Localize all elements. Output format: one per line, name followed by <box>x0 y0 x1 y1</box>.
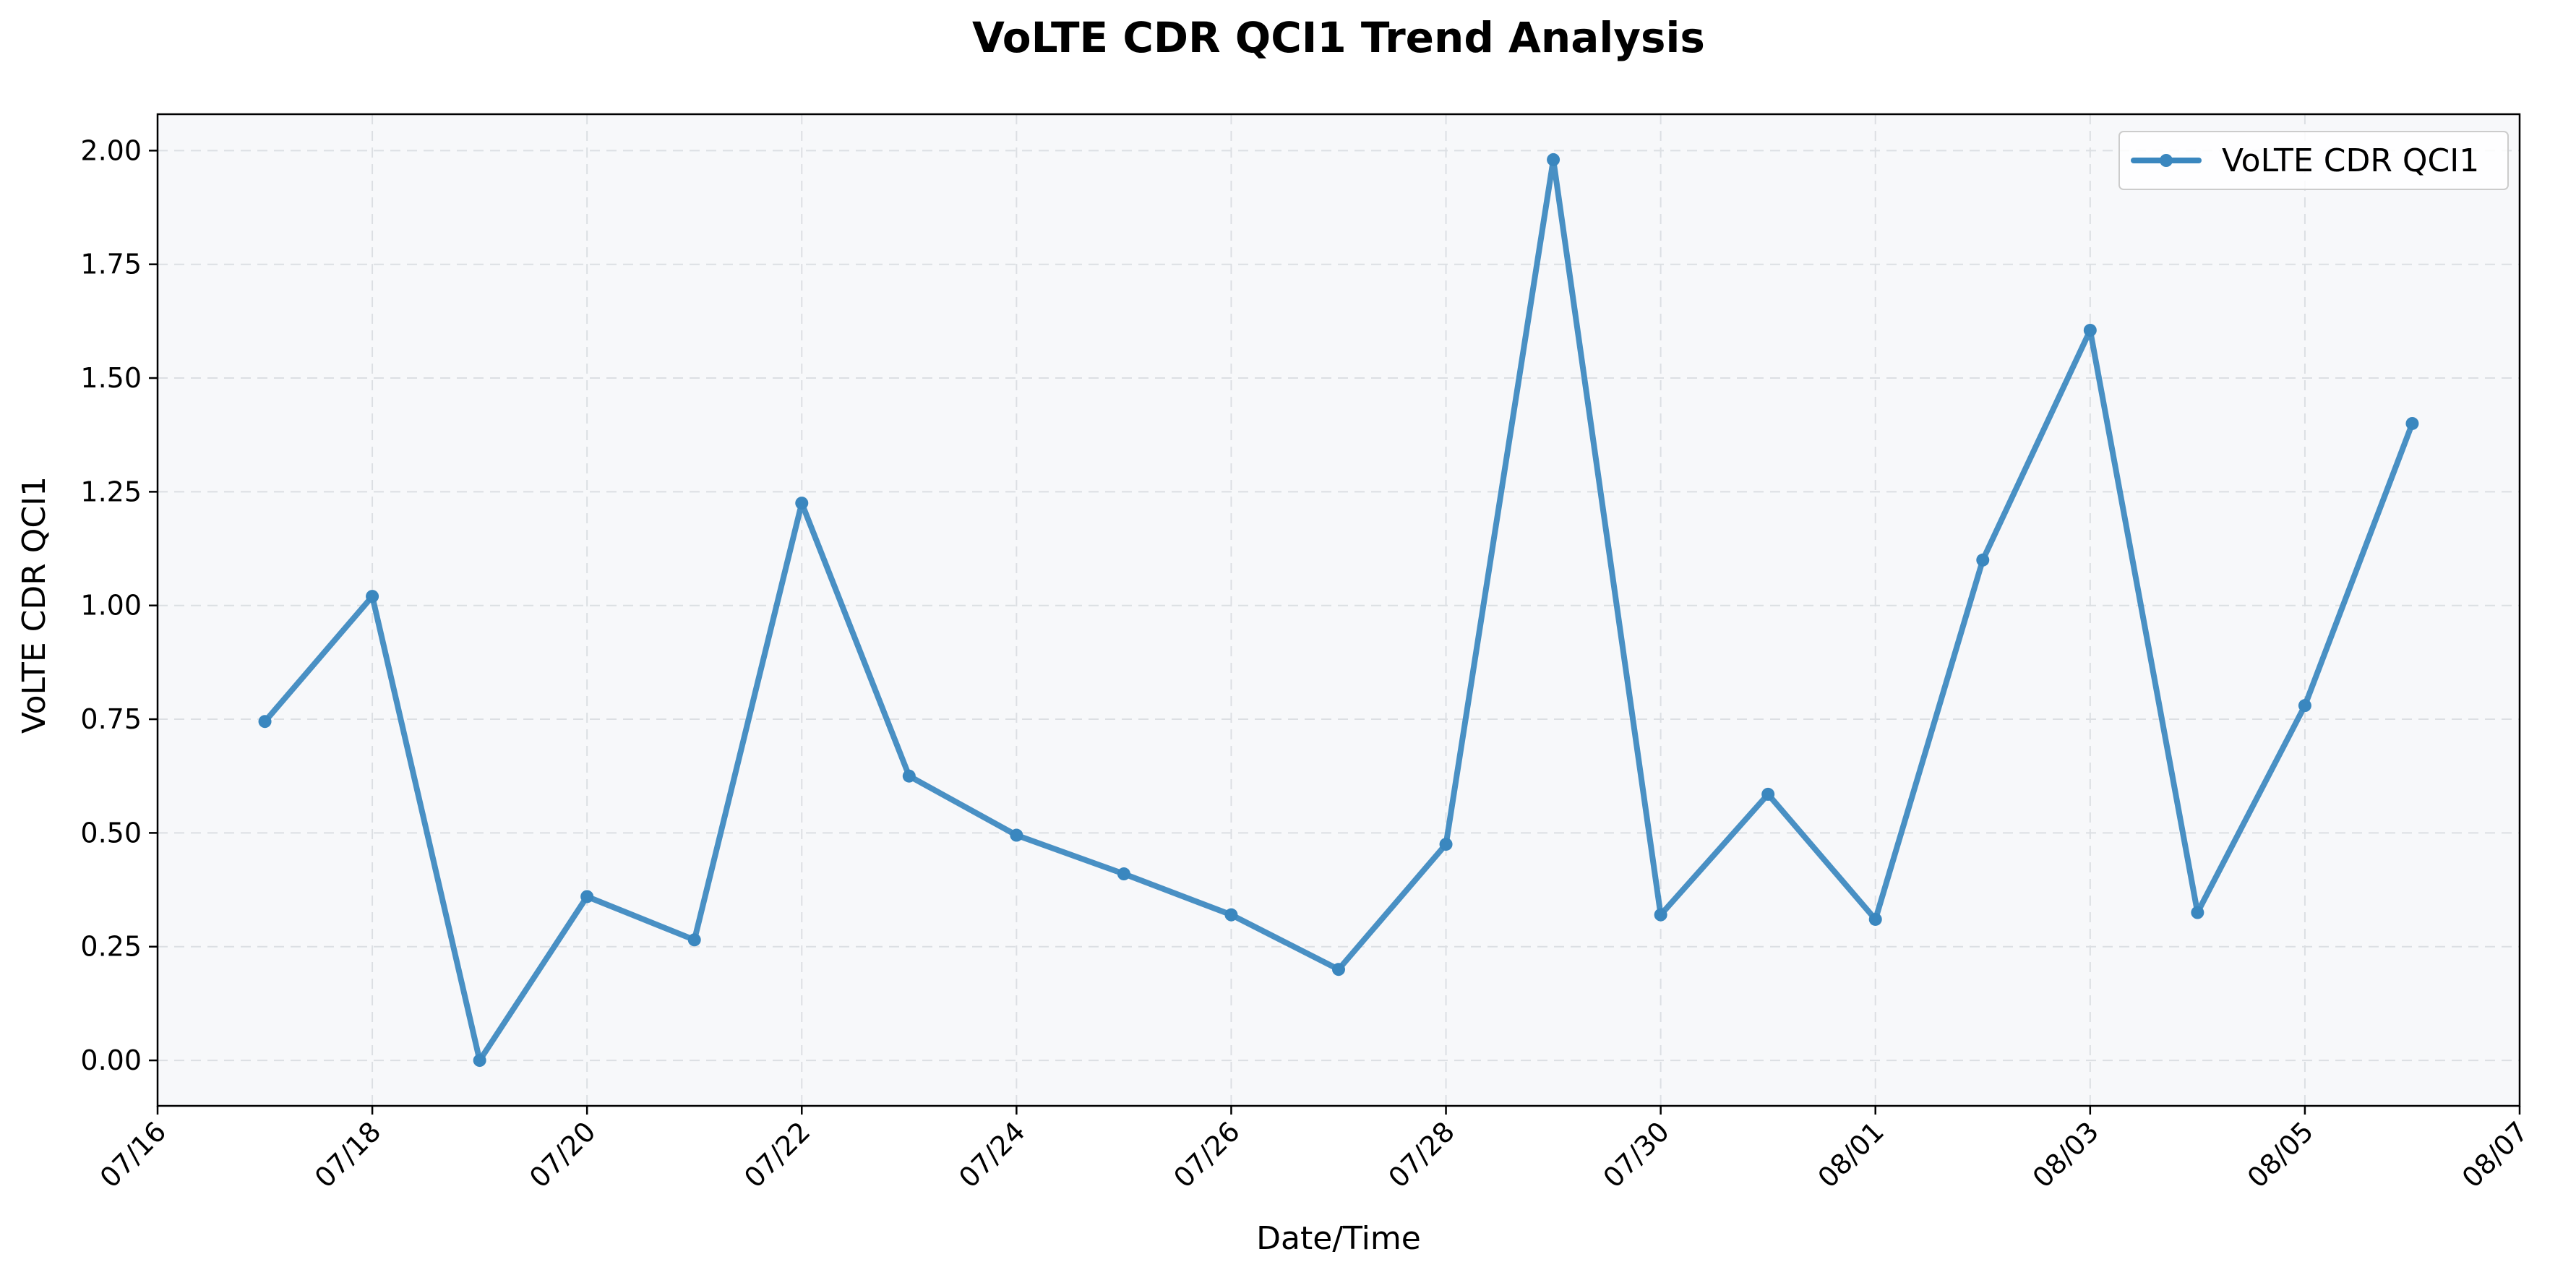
legend-marker-swatch <box>2160 154 2173 167</box>
y-tick-label: 2.00 <box>80 134 142 166</box>
data-point <box>2191 906 2204 919</box>
chart-title: VoLTE CDR QCI1 Trend Analysis <box>972 13 1705 62</box>
data-point <box>258 715 272 729</box>
data-point <box>1117 867 1130 881</box>
x-tick-label: 08/03 <box>2027 1115 2105 1194</box>
y-tick-label: 0.75 <box>80 703 142 735</box>
x-tick-label: 07/22 <box>738 1115 817 1194</box>
plot-area <box>158 114 2520 1106</box>
data-point <box>2083 323 2097 337</box>
y-tick-label: 1.00 <box>80 590 142 622</box>
data-point <box>2298 699 2311 713</box>
data-point <box>1224 908 1238 922</box>
data-point <box>473 1054 486 1068</box>
legend: VoLTE CDR QCI1 <box>2118 131 2509 190</box>
x-tick-label: 07/20 <box>523 1115 602 1194</box>
y-tick-label: 0.00 <box>80 1044 142 1076</box>
data-point <box>580 890 594 903</box>
x-tick-label: 07/26 <box>1167 1115 1246 1194</box>
x-tick-label: 08/05 <box>2241 1115 2320 1194</box>
data-point <box>366 590 379 604</box>
legend-label: VoLTE CDR QCI1 <box>2222 142 2479 179</box>
data-point <box>1332 963 1345 976</box>
x-tick-label: 07/16 <box>94 1115 173 1194</box>
series-layer <box>258 153 2419 1068</box>
x-tick-label: 07/30 <box>1597 1115 1675 1194</box>
grid-lines <box>157 114 2520 1106</box>
y-axis-label: VoLTE CDR QCI1 <box>16 476 53 734</box>
data-point <box>1654 908 1667 922</box>
x-axis-label: Date/Time <box>1256 1220 1421 1257</box>
y-tick-label: 1.75 <box>80 249 142 280</box>
data-point <box>1547 153 1560 166</box>
x-tick-label: 08/07 <box>2456 1115 2535 1194</box>
data-point <box>902 769 916 783</box>
data-point <box>1761 787 1775 801</box>
data-point <box>1976 553 1990 567</box>
data-point <box>2405 416 2419 430</box>
legend-box <box>2118 131 2509 190</box>
x-tick-label: 08/01 <box>1812 1115 1891 1194</box>
plot-frame <box>156 113 2521 1107</box>
data-point <box>1868 912 1882 926</box>
y-tick-label: 1.25 <box>80 476 142 507</box>
data-point <box>687 933 701 947</box>
y-tick-label: 0.25 <box>80 931 142 963</box>
data-point <box>795 497 809 510</box>
data-point <box>1439 838 1453 851</box>
x-tick-label: 07/24 <box>953 1115 1031 1194</box>
y-tick-label: 1.50 <box>80 362 142 394</box>
x-tick-label: 07/18 <box>309 1115 387 1194</box>
x-tick-label: 07/28 <box>1382 1115 1461 1194</box>
y-tick-label: 0.50 <box>80 817 142 849</box>
data-point <box>1010 828 1023 842</box>
